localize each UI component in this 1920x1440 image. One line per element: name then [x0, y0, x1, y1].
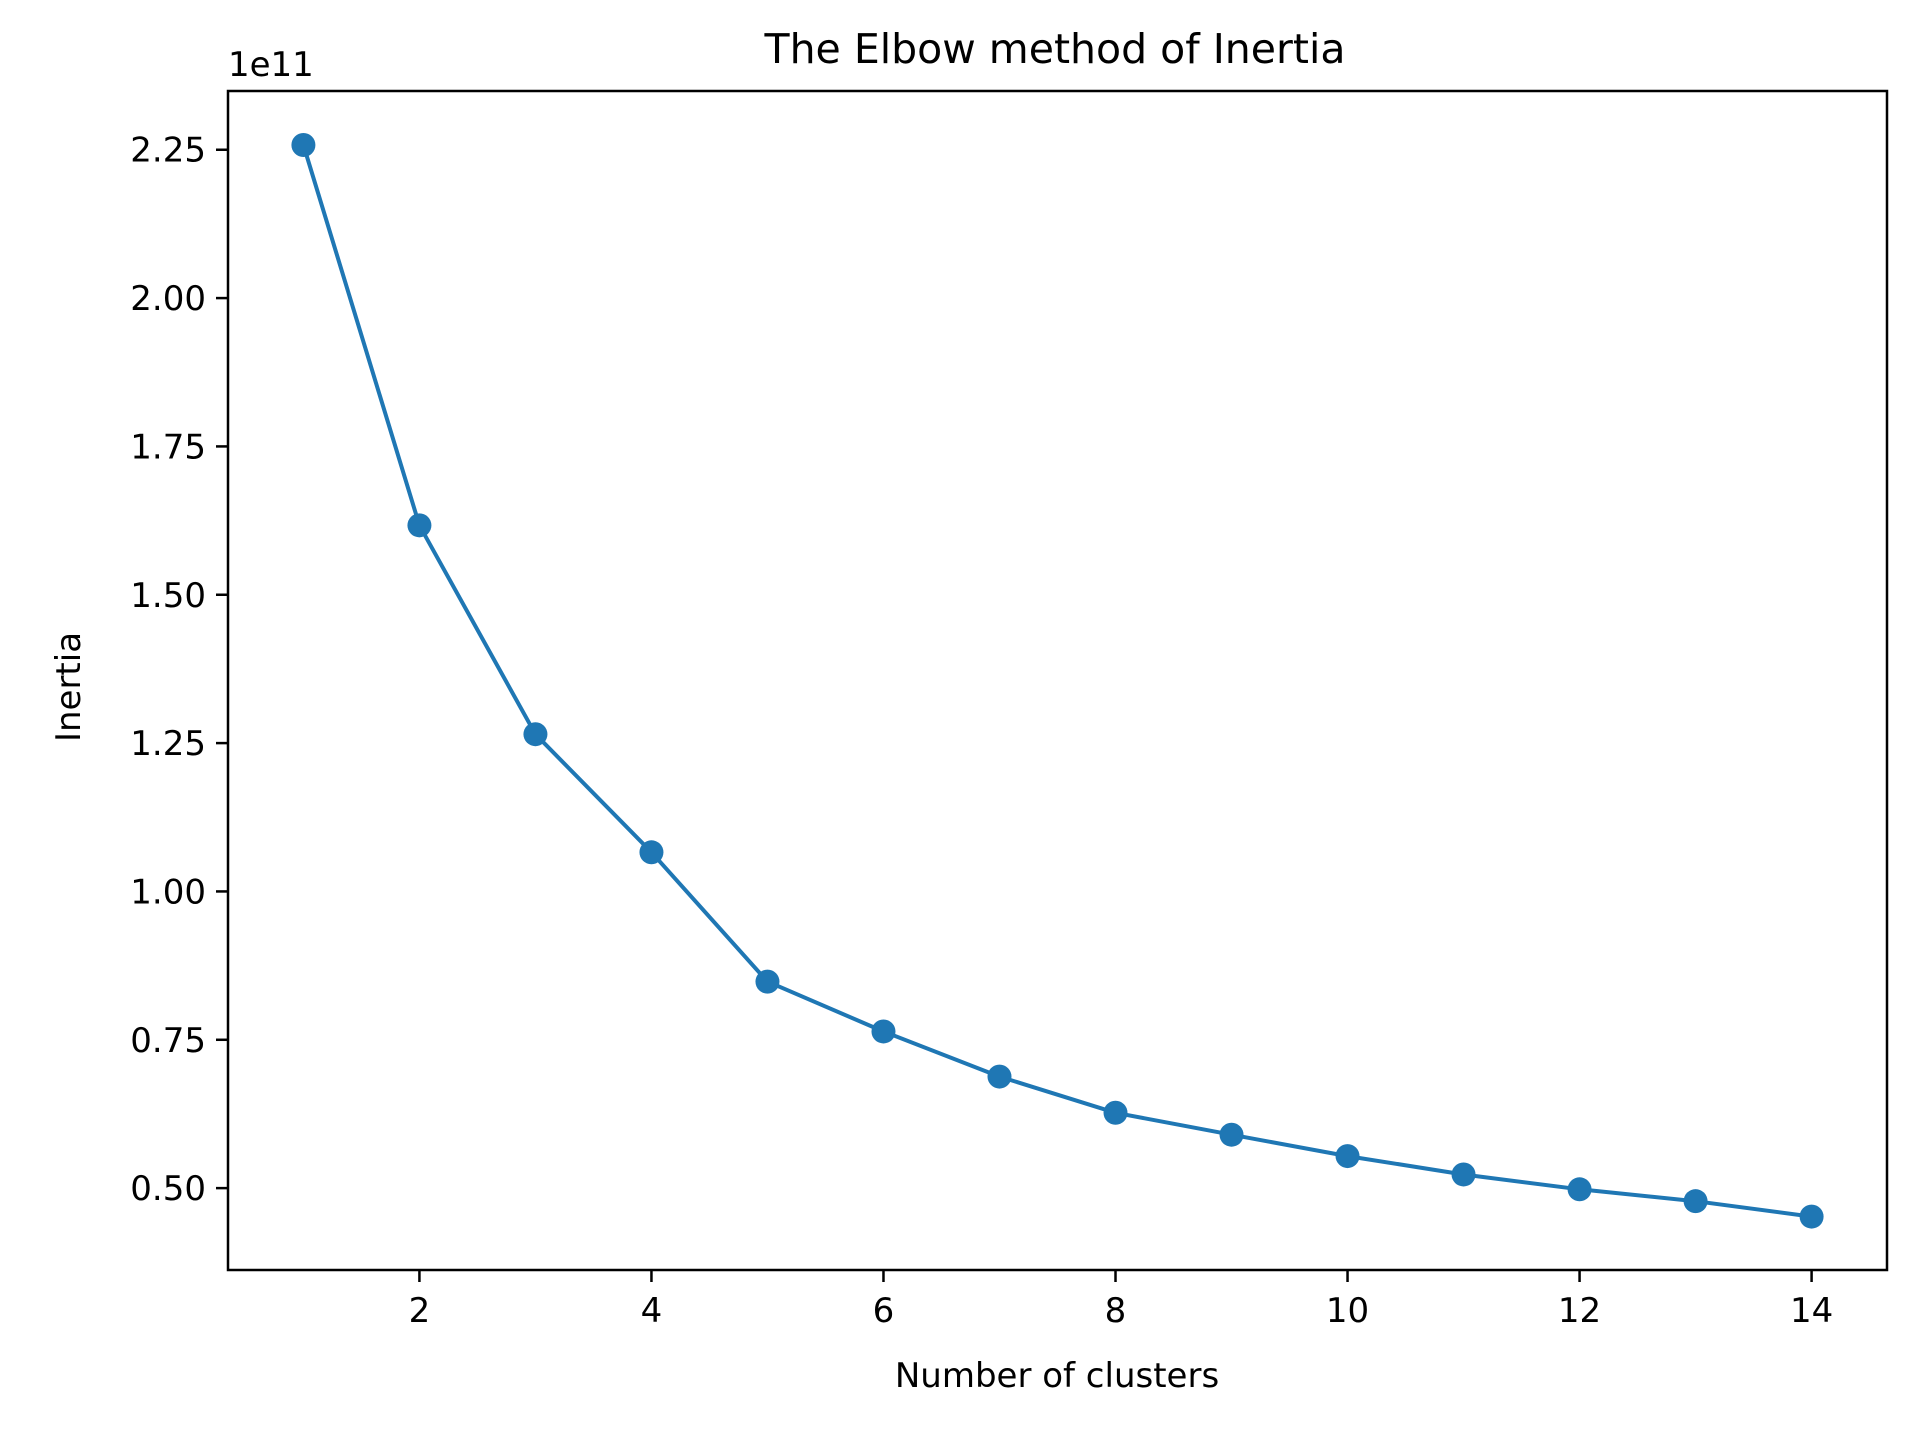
- y-tick-label: 1.75: [130, 427, 206, 467]
- data-point: [755, 969, 780, 994]
- data-point: [523, 722, 548, 747]
- data-point: [987, 1064, 1012, 1089]
- series-points: [291, 132, 1824, 1229]
- data-point: [1683, 1189, 1708, 1214]
- data-point: [1219, 1122, 1244, 1147]
- y-tick-label: 2.25: [130, 131, 206, 171]
- data-point: [639, 840, 664, 865]
- data-point: [1799, 1204, 1824, 1229]
- y-tick-label: 1.25: [130, 724, 206, 764]
- x-tick-label: 2: [409, 1291, 431, 1331]
- y-offset-label: 1e11: [228, 45, 314, 85]
- data-point: [407, 513, 432, 538]
- y-tick-label: 0.75: [130, 1021, 206, 1061]
- y-axis-ticks: 0.50 0.75 1.00 1.25 1.50 1.75 2.00 2.25: [130, 131, 228, 1209]
- chart-title: The Elbow method of Inertia: [764, 25, 1346, 73]
- data-point: [1335, 1144, 1360, 1169]
- x-axis-label: Number of clusters: [895, 1356, 1219, 1396]
- x-tick-label: 10: [1326, 1291, 1369, 1331]
- x-tick-label: 4: [641, 1291, 663, 1331]
- data-point: [871, 1019, 896, 1044]
- y-tick-label: 0.50: [130, 1169, 206, 1209]
- data-point: [291, 132, 316, 157]
- y-tick-label: 1.50: [130, 576, 206, 616]
- y-tick-label: 2.00: [130, 279, 206, 319]
- x-axis-ticks: 2 4 6 8 10 12 14: [409, 1270, 1833, 1331]
- data-point: [1567, 1177, 1592, 1202]
- x-tick-label: 12: [1558, 1291, 1601, 1331]
- x-tick-label: 6: [873, 1291, 895, 1331]
- x-tick-label: 14: [1790, 1291, 1833, 1331]
- y-tick-label: 1.00: [130, 872, 206, 912]
- y-axis-label: Inertia: [49, 632, 89, 742]
- data-point: [1451, 1162, 1476, 1187]
- x-tick-label: 8: [1105, 1291, 1127, 1331]
- data-point: [1103, 1100, 1128, 1125]
- series-line: [301, 143, 1814, 1219]
- plot-frame: [226, 89, 1889, 1272]
